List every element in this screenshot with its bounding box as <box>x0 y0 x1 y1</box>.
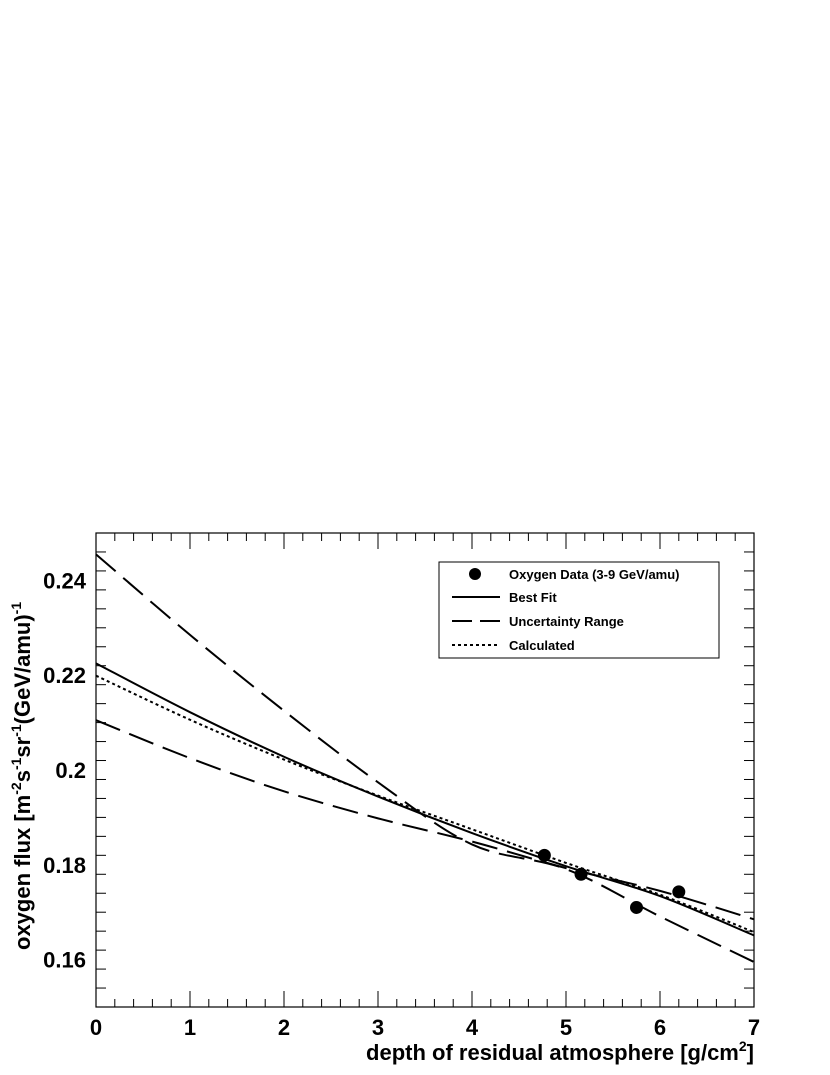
x-axis-title: depth of residual atmosphere [g/cm2] <box>366 1038 754 1065</box>
plot-frame <box>95 532 755 1008</box>
y-tick-label: 0.2 <box>55 758 86 783</box>
best-fit-curve <box>95 662 755 937</box>
legend-label-calculated: Calculated <box>509 638 575 653</box>
legend-label-oxygen-data: Oxygen Data (3-9 GeV/amu) <box>509 567 680 582</box>
x-tick-label: 0 <box>90 1015 102 1040</box>
oxygen-data-point <box>574 867 588 881</box>
uncertainty-range-curve-upper <box>95 553 755 963</box>
legend-label-uncertainty: Uncertainty Range <box>509 614 624 629</box>
x-tick-label: 7 <box>748 1015 760 1040</box>
tick-labels: 0 1 2 3 4 5 6 7 0.16 0.18 0.2 0.22 0.24 <box>43 568 760 1040</box>
legend-label-best-fit: Best Fit <box>509 590 557 605</box>
y-tick-label: 0.24 <box>43 568 87 593</box>
oxygen-data-point <box>630 900 643 914</box>
legend: Oxygen Data (3-9 GeV/amu) Best Fit Uncer… <box>438 561 720 659</box>
x-tick-label: 6 <box>654 1015 666 1040</box>
x-tick-label: 1 <box>184 1015 196 1040</box>
data-points <box>537 848 686 914</box>
uncertainty-range-curve-lower <box>95 719 755 921</box>
calculated-curve <box>95 674 755 934</box>
y-tick-label: 0.22 <box>43 663 86 688</box>
x-tick-label: 3 <box>372 1015 384 1040</box>
x-tick-label: 2 <box>278 1015 290 1040</box>
x-tick-label: 4 <box>466 1015 479 1040</box>
y-tick-label: 0.16 <box>43 948 86 973</box>
series-curves <box>95 553 755 963</box>
oxygen-data-point <box>672 885 686 899</box>
y-tick-label: 0.18 <box>43 853 86 878</box>
legend-box <box>438 561 720 659</box>
oxygen-data-point <box>537 848 551 862</box>
legend-marker-oxygen-data <box>469 568 481 580</box>
x-tick-label: 5 <box>560 1015 572 1040</box>
y-axis-title: oxygen flux [m-2s-1sr-1(GeV/amu)-1 <box>8 602 35 950</box>
axis-ticks <box>95 532 755 1008</box>
